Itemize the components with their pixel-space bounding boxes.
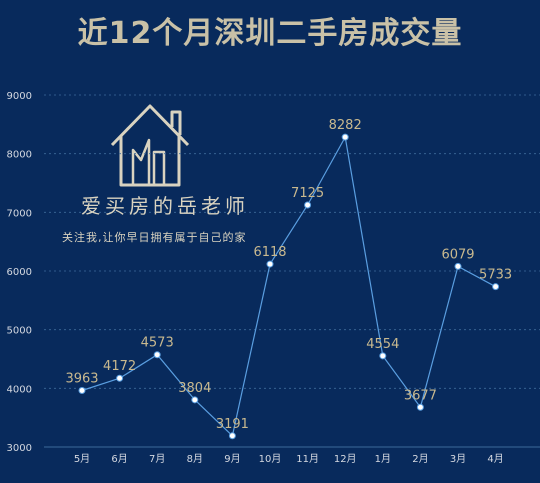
data-label: 8282 bbox=[329, 118, 362, 133]
data-label: 5733 bbox=[479, 268, 512, 283]
data-label: 6079 bbox=[441, 247, 474, 262]
data-point bbox=[228, 432, 236, 440]
x-tick-label: 3月 bbox=[450, 453, 466, 465]
y-tick-label: 5000 bbox=[7, 326, 32, 337]
series-line bbox=[81, 135, 496, 437]
data-point bbox=[341, 133, 349, 141]
data-point bbox=[454, 262, 462, 270]
data-label: 3677 bbox=[404, 388, 437, 403]
data-label: 3191 bbox=[216, 417, 249, 432]
data-label: 3963 bbox=[65, 372, 98, 387]
data-label: 4573 bbox=[141, 336, 174, 351]
data-point bbox=[492, 283, 500, 291]
x-tick-label: 6月 bbox=[111, 453, 127, 465]
x-tick-label: 12月 bbox=[334, 453, 357, 465]
data-label: 3804 bbox=[178, 381, 211, 396]
data-point bbox=[379, 352, 387, 360]
x-tick-label: 11月 bbox=[296, 453, 319, 465]
y-tick-label: 6000 bbox=[7, 267, 32, 278]
x-tick-label: 9月 bbox=[224, 453, 240, 465]
x-tick-label: 2月 bbox=[412, 453, 428, 465]
x-tick-label: 4月 bbox=[487, 453, 503, 465]
y-tick-label: 8000 bbox=[7, 150, 32, 161]
x-tick-label: 5月 bbox=[74, 453, 90, 465]
data-label: 7125 bbox=[291, 186, 324, 201]
data-point bbox=[266, 260, 274, 268]
chart-title: 近12个月深圳二手房成交量 bbox=[77, 16, 463, 51]
data-point bbox=[78, 387, 86, 395]
x-tick-label: 1月 bbox=[375, 453, 391, 465]
house-logo-icon bbox=[110, 104, 190, 187]
data-point bbox=[416, 403, 424, 411]
x-tick-label: 8月 bbox=[187, 453, 203, 465]
data-point bbox=[191, 396, 199, 404]
data-point bbox=[153, 351, 161, 359]
y-tick-label: 7000 bbox=[7, 208, 32, 219]
x-tick-label: 10月 bbox=[259, 453, 282, 465]
y-tick-label: 3000 bbox=[7, 443, 32, 454]
x-tick-label: 7月 bbox=[149, 453, 165, 465]
data-point bbox=[304, 201, 312, 209]
y-tick-label: 4000 bbox=[7, 384, 32, 395]
data-label: 6118 bbox=[253, 245, 286, 260]
data-label: 4172 bbox=[103, 359, 136, 374]
data-label: 4554 bbox=[366, 337, 399, 352]
y-tick-label: 9000 bbox=[7, 91, 32, 102]
data-point bbox=[116, 374, 124, 382]
